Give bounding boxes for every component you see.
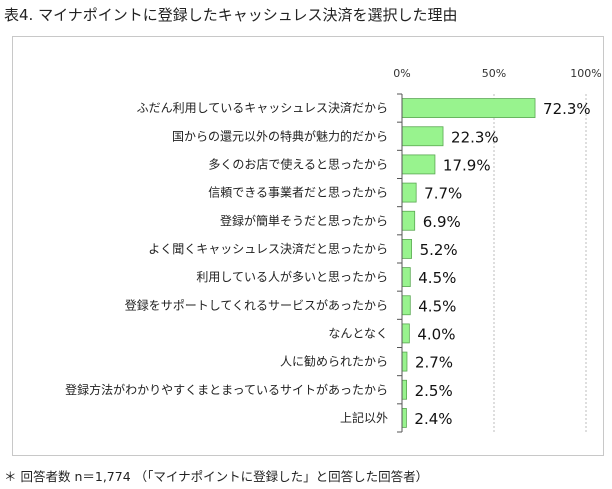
category-label: 上記以外: [340, 410, 388, 425]
value-label: 4.5%: [418, 297, 456, 315]
chart-title: 表4. マイナポイントに登録したキャッシュレス決済を選択した理由: [4, 6, 458, 24]
bar: [401, 239, 412, 259]
value-label: 2.4%: [414, 410, 452, 428]
value-label: 2.7%: [415, 354, 453, 372]
bar: [401, 126, 444, 147]
footnote: ＊ 回答者数 n＝1,774 （「マイナポイントに登録した」と回答した回答者）: [4, 469, 429, 484]
bar: [401, 379, 407, 400]
bar: [401, 182, 417, 203]
category-label: 利用している人が多いと思ったから: [196, 269, 388, 284]
bar: [401, 408, 407, 428]
bar: [401, 323, 410, 344]
category-label: なんとなく: [328, 326, 388, 340]
value-label: 7.7%: [424, 185, 462, 203]
category-label: 国からの還元以外の特典が魅力的だから: [172, 128, 388, 143]
bar: [401, 267, 411, 287]
category-label: ふだん利用しているキャッシュレス決済だから: [137, 100, 388, 115]
value-label: 6.9%: [423, 213, 461, 231]
category-label: 人に勧められたから: [280, 355, 388, 369]
value-label: 72.3%: [543, 100, 591, 118]
value-label: 4.0%: [417, 325, 455, 343]
value-label: 17.9%: [443, 156, 491, 174]
value-label: 4.5%: [418, 269, 456, 287]
category-label: 登録をサポートしてくれるサービスがあったから: [125, 297, 388, 312]
x-tick-label: 50%: [482, 67, 506, 80]
category-label: 信頼できる事業者だと思ったから: [208, 186, 388, 200]
value-label: 2.5%: [415, 382, 453, 400]
bar: [401, 210, 416, 231]
bar: [401, 98, 536, 118]
bar: [401, 295, 411, 316]
category-label: 多くのお店で使えると思ったから: [208, 156, 388, 171]
value-label: 22.3%: [451, 128, 499, 146]
bar: [401, 351, 408, 372]
category-label: よく聞くキャッシュレス決済だと思ったから: [148, 241, 388, 256]
category-label: 登録が簡単そうだと思ったから: [220, 213, 388, 228]
value-label: 5.2%: [420, 241, 458, 259]
x-tick-label: 100%: [570, 67, 601, 80]
category-label: 登録方法がわかりやすくまとまっているサイトがあったから: [65, 382, 388, 397]
x-tick-label: 0%: [393, 67, 410, 80]
bar: [401, 154, 436, 175]
